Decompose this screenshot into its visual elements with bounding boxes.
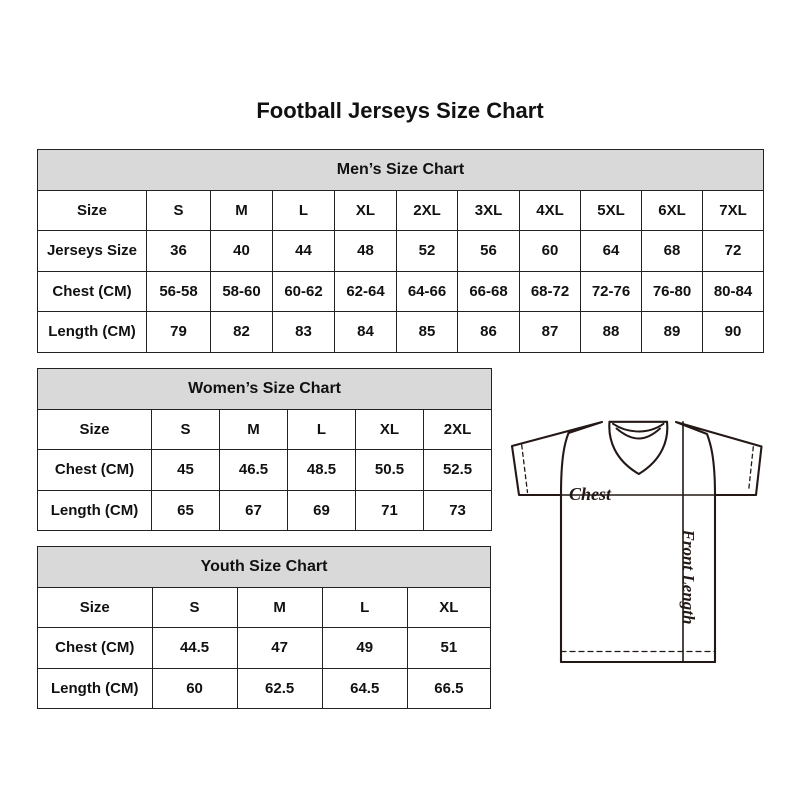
svg-text:Front Length: Front Length xyxy=(679,529,698,625)
svg-text:Chest: Chest xyxy=(569,484,612,504)
